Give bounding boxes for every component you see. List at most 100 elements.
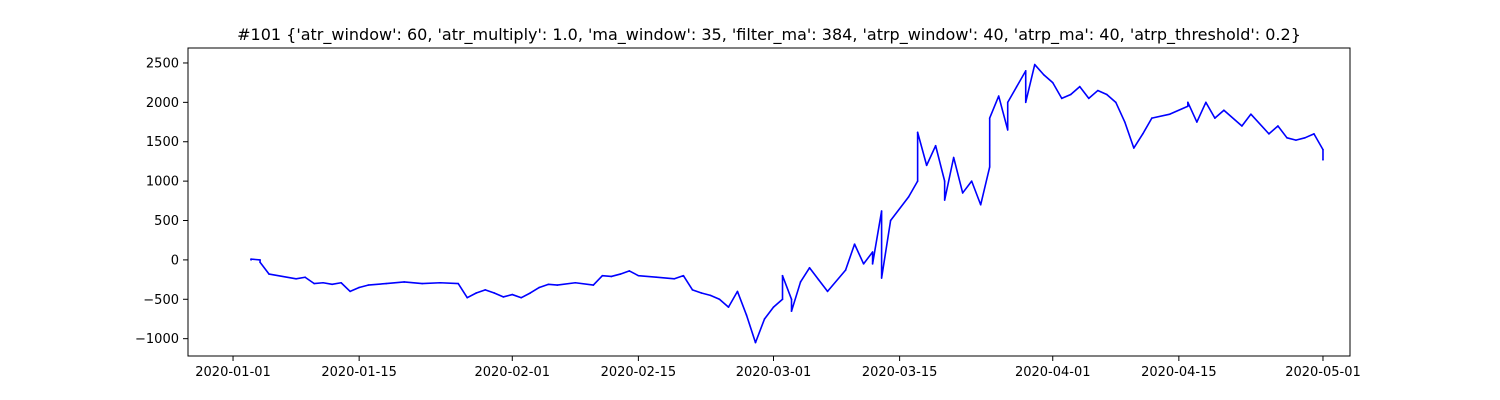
data-point — [1069, 93, 1072, 96]
y-tick-label: 2500 — [146, 56, 179, 71]
x-tick-label: 2020-02-01 — [474, 365, 550, 380]
data-point — [331, 283, 333, 286]
data-point — [574, 281, 577, 284]
data-point — [988, 166, 991, 168]
x-tick-label: 2020-03-15 — [862, 365, 938, 380]
data-point — [772, 306, 775, 308]
data-point — [979, 203, 982, 206]
data-point — [439, 281, 442, 284]
data-point — [313, 282, 315, 285]
y-tick-label: 2000 — [146, 96, 179, 111]
data-point — [1042, 73, 1045, 76]
data-point — [457, 282, 460, 285]
data-point — [745, 314, 748, 316]
data-point — [952, 156, 955, 159]
data-point — [871, 263, 874, 265]
data-point — [790, 298, 793, 301]
data-point — [1250, 113, 1252, 115]
data-point — [1241, 125, 1243, 127]
data-series — [250, 63, 1324, 344]
data-point — [970, 180, 973, 182]
data-point — [1033, 63, 1036, 66]
data-point — [1205, 101, 1207, 104]
y-tick-label: −500 — [143, 293, 179, 308]
x-tick-label: 2020-01-15 — [321, 365, 397, 380]
data-point — [781, 274, 784, 277]
data-point — [601, 274, 604, 277]
data-point — [1105, 93, 1108, 96]
data-point — [250, 258, 252, 260]
data-point — [529, 292, 532, 294]
data-point — [709, 294, 712, 297]
data-point — [1006, 101, 1009, 104]
data-point — [808, 266, 811, 269]
data-point — [1096, 89, 1099, 92]
y-tick-label: 1500 — [146, 135, 179, 150]
data-point — [916, 131, 919, 134]
data-point — [538, 286, 541, 289]
data-point — [934, 144, 937, 147]
y-tick-label: 0 — [171, 253, 179, 268]
data-point — [268, 273, 270, 275]
data-point — [844, 269, 847, 271]
data-point — [826, 290, 829, 293]
data-point — [781, 298, 784, 301]
data-point — [682, 274, 685, 277]
data-point — [547, 283, 550, 286]
data-point — [385, 282, 387, 285]
data-point — [853, 243, 856, 245]
data-point — [718, 298, 721, 301]
data-point — [790, 310, 793, 312]
x-tick-label: 2020-04-01 — [1015, 365, 1091, 380]
data-point — [763, 318, 766, 320]
data-point — [1151, 117, 1153, 119]
y-axis: 2500 2000 1500 1000 500 0 −500 −1000 — [135, 56, 188, 347]
data-point — [799, 281, 802, 283]
x-tick-label: 2020-02-15 — [601, 365, 677, 380]
data-point — [349, 290, 351, 293]
data-point — [1313, 133, 1315, 135]
data-point — [1286, 137, 1288, 139]
chart-title: #101 {'atr_window': 60, 'atr_multiply': … — [237, 25, 1301, 45]
data-point — [628, 270, 631, 272]
x-tick-label: 2020-01-01 — [195, 365, 271, 380]
data-point — [556, 284, 559, 286]
data-point — [1295, 139, 1297, 141]
data-point — [619, 273, 622, 275]
data-point — [592, 284, 595, 286]
data-point — [880, 210, 883, 212]
data-point — [1322, 159, 1324, 161]
data-point — [880, 277, 883, 279]
data-point — [637, 274, 640, 277]
data-point — [610, 275, 613, 278]
data-point — [1024, 101, 1027, 104]
data-point — [754, 341, 757, 344]
data-point — [1169, 113, 1171, 115]
data-point — [1187, 101, 1189, 104]
data-point — [817, 278, 820, 281]
data-point — [943, 180, 946, 182]
data-point — [907, 196, 910, 198]
data-point — [1133, 147, 1135, 149]
data-point — [988, 117, 991, 119]
data-point — [403, 281, 405, 283]
data-point — [655, 276, 658, 279]
data-point — [1124, 121, 1126, 123]
data-point — [1196, 121, 1198, 123]
data-point — [502, 296, 505, 298]
data-point — [322, 281, 324, 284]
data-point — [727, 306, 730, 308]
data-point — [1277, 125, 1279, 127]
data-point — [1087, 97, 1090, 100]
data-point — [358, 286, 360, 289]
data-point — [1214, 117, 1216, 119]
data-point — [1187, 105, 1189, 108]
data-point — [493, 292, 496, 294]
data-point — [871, 251, 874, 253]
series-line — [250, 63, 1324, 344]
data-point — [943, 199, 946, 201]
data-point — [736, 290, 739, 293]
data-point — [520, 296, 523, 299]
data-point — [925, 164, 928, 167]
